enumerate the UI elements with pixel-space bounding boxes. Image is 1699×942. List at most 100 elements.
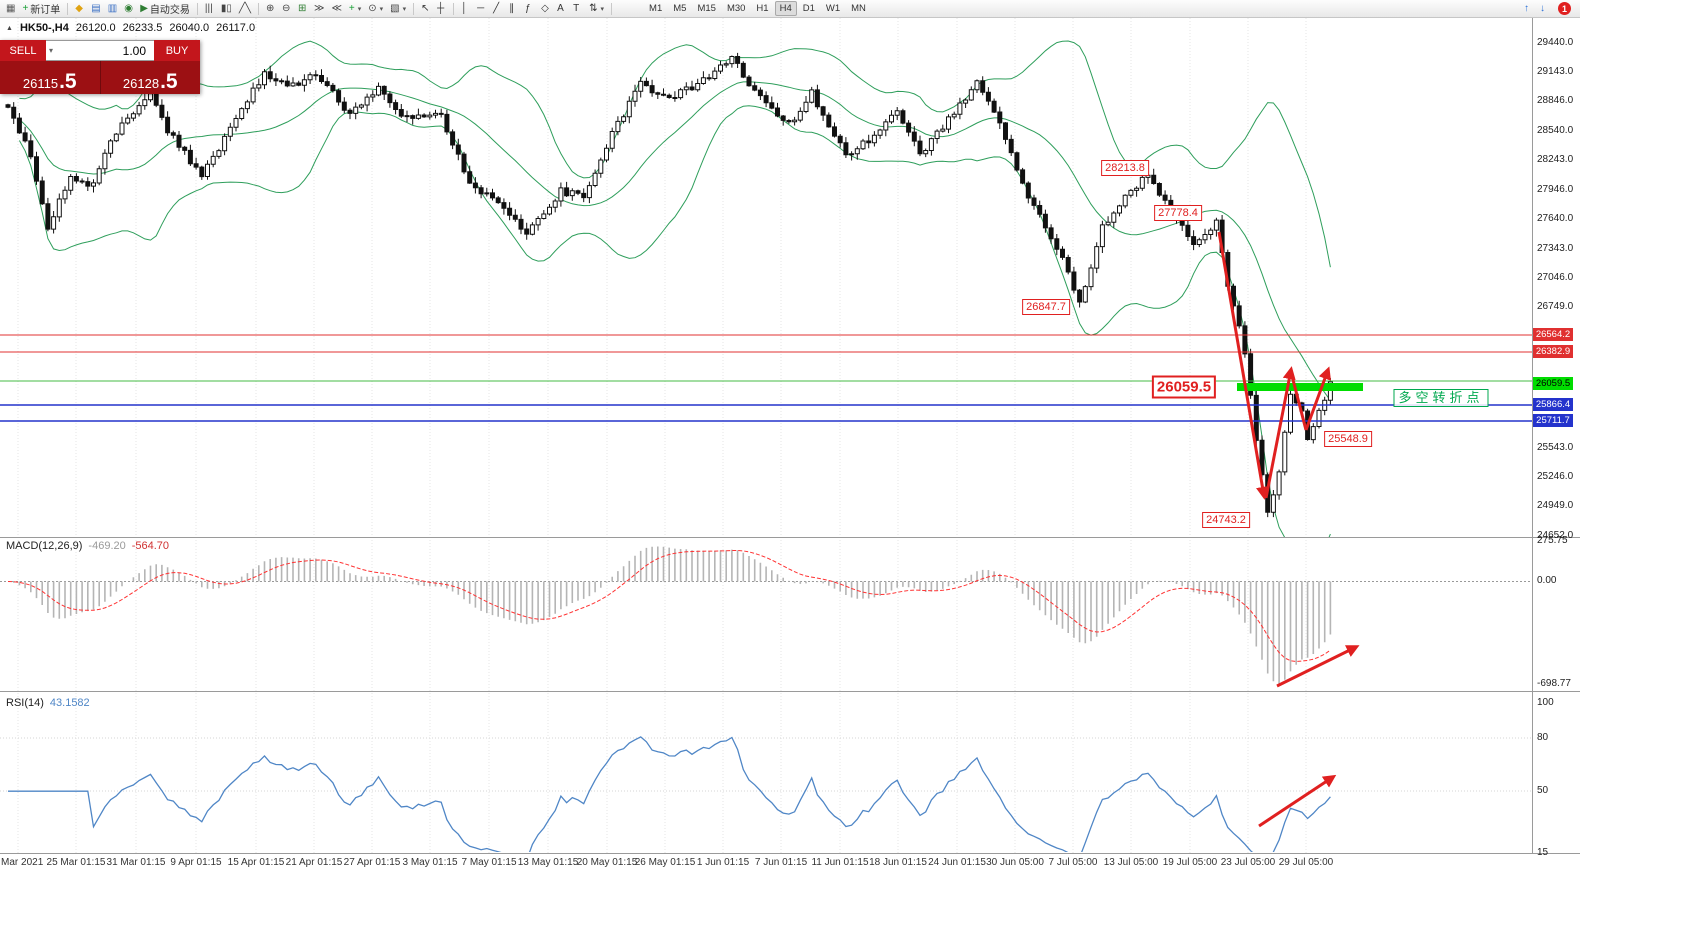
market-watch-icon[interactable]: ▤: [88, 1, 103, 16]
macd-axis-label: 0.00: [1537, 575, 1557, 586]
rsi-header: RSI(14) 43.1582: [6, 697, 90, 709]
trendline-icon[interactable]: ╱: [490, 1, 505, 16]
market-watch-icon: ▤: [91, 2, 101, 14]
auto-scroll-icon[interactable]: ≫: [311, 1, 327, 16]
macd-signal-value: -564.70: [131, 540, 170, 552]
indicators-icon: +: [348, 2, 355, 14]
price-callout: 27778.4: [1154, 205, 1202, 221]
price-axis-label: 26749.0: [1537, 301, 1574, 312]
annotation-note: 多空转折点: [1393, 389, 1489, 407]
sell-price[interactable]: 26115 .5: [0, 61, 101, 94]
timeframe-m1[interactable]: M1: [644, 1, 667, 16]
time-axis-label: 9 Mar 2021: [0, 857, 44, 868]
autotrading-button[interactable]: ▶ 自动交易: [137, 1, 193, 16]
data-window-icon: ▥: [107, 2, 118, 14]
tile-windows-icon[interactable]: ⊞: [295, 1, 310, 16]
buy-price[interactable]: 26128 .5: [100, 61, 200, 94]
time-axis-label: 15 Apr 01:15: [227, 857, 285, 868]
time-axis-label: 18 Jun 01:15: [869, 857, 927, 868]
horizontal-line-icon: ─: [477, 2, 485, 14]
rsi-axis-label: 50: [1537, 785, 1549, 796]
text-label-icon[interactable]: T: [570, 1, 585, 16]
timeframe-m5[interactable]: M5: [668, 1, 691, 16]
time-axis-label: 25 Mar 01:15: [46, 857, 106, 868]
new-order-icon: +: [22, 2, 29, 14]
timeframe-h4[interactable]: H4: [774, 1, 797, 16]
shapes-icon[interactable]: ◇: [538, 1, 553, 16]
chevron-down-icon: ▾: [600, 5, 605, 13]
sell-button[interactable]: SELL: [0, 40, 46, 61]
time-axis-label: 26 May 01:15: [634, 857, 696, 868]
price-callout: 25548.9: [1324, 431, 1372, 447]
zoom-out-icon[interactable]: ⊖: [279, 1, 294, 16]
horizontal-line-icon[interactable]: ─: [474, 1, 489, 16]
time-axis-label: 30 Jun 05:00: [986, 857, 1044, 868]
price-axis-label: 28846.0: [1537, 95, 1574, 106]
candlestick-chart-icon[interactable]: ▮▯: [218, 1, 235, 16]
time-axis-label: 21 Apr 01:15: [285, 857, 343, 868]
arrows-icon[interactable]: ⇅ ▾: [586, 1, 607, 16]
timeframe-d1[interactable]: D1: [798, 1, 820, 16]
timeframe-h1[interactable]: H1: [751, 1, 773, 16]
zoom-in-icon[interactable]: ⊕: [263, 1, 278, 16]
one-click-trading-panel: SELL ▾ BUY 26115 .5 26128 .5: [0, 40, 200, 94]
vertical-line-icon[interactable]: │: [458, 1, 473, 16]
price-axis-label: 25543.0: [1537, 442, 1574, 453]
timeframe-w1[interactable]: W1: [821, 1, 845, 16]
price-axis-label: 27640.0: [1537, 213, 1574, 224]
quote-down-icon[interactable]: ↓: [1537, 1, 1552, 16]
crosshair-icon[interactable]: ┼: [434, 1, 449, 16]
autotrading-icon: ▶: [140, 2, 148, 14]
time-axis-label: 7 May 01:15: [461, 857, 517, 868]
text-icon[interactable]: A: [554, 1, 569, 16]
price-axis-line: [1532, 18, 1533, 853]
price-tag: 26059.5: [1533, 377, 1573, 390]
time-axis-label: 23 Jul 05:00: [1220, 857, 1276, 868]
history-center-icon[interactable]: ◆: [72, 1, 87, 16]
quote-up-icon[interactable]: ↑: [1521, 1, 1536, 16]
new-order-button[interactable]: + 新订单: [19, 1, 63, 16]
volume-dropdown-icon[interactable]: ▾: [49, 46, 54, 55]
buy-price-main: 26128: [122, 75, 160, 91]
price-callout: 24743.2: [1202, 512, 1250, 528]
macd-label: MACD(12,26,9): [6, 540, 83, 552]
time-axis-label: 19 Jul 05:00: [1162, 857, 1218, 868]
chart-window-icon[interactable]: ▦: [3, 1, 18, 16]
navigator-icon: ◉: [124, 2, 133, 14]
rsi-axis-label: 80: [1537, 732, 1549, 743]
timeframe-m30[interactable]: M30: [722, 1, 750, 16]
macd-panel-separator[interactable]: [0, 537, 1580, 538]
price-callout: 26059.5: [1151, 375, 1217, 399]
data-window-icon[interactable]: ▥: [105, 1, 120, 16]
autotrading-button-label: 自动交易: [149, 5, 190, 16]
equidistant-channel-icon: ∥: [509, 2, 515, 14]
line-chart-icon[interactable]: ╱╲: [236, 1, 254, 16]
periods-clock-icon: ⊙: [368, 2, 377, 14]
timeframe-mn[interactable]: MN: [846, 1, 871, 16]
periods-clock-icon[interactable]: ⊙ ▾: [365, 1, 386, 16]
bar-chart-icon[interactable]: |||: [202, 1, 217, 16]
equidistant-channel-icon[interactable]: ∥: [506, 1, 521, 16]
ohlc-low: 26040.0: [169, 22, 210, 34]
vertical-line-icon: │: [461, 2, 468, 14]
templates-icon[interactable]: ▧ ▾: [387, 1, 409, 16]
chart-canvas[interactable]: [0, 0, 1580, 942]
chart-shift-icon[interactable]: ≪: [328, 1, 344, 16]
cursor-icon[interactable]: ↖: [418, 1, 433, 16]
buy-button[interactable]: BUY: [154, 40, 200, 61]
fibonacci-icon[interactable]: ƒ: [522, 1, 537, 16]
toolbar-separator: [257, 2, 259, 15]
chart-area[interactable]: ▲ HK50-,H4 26120.0 26233.5 26040.0 26117…: [0, 18, 1580, 942]
price-axis-label: 28540.0: [1537, 125, 1574, 136]
fibonacci-icon: ƒ: [525, 2, 531, 14]
macd-header: MACD(12,26,9) -469.20 -564.70: [6, 540, 169, 552]
notification-badge[interactable]: 1: [1558, 2, 1571, 15]
navigator-icon[interactable]: ◉: [121, 1, 136, 16]
mt4-window: ▦ + 新订单 ◆ ▤ ▥ ◉ ▶ 自动交易 ||| ▮▯ ╱╲ ⊕ ⊖ ⊞ ≫ ≪ + ▾ ⊙ ▾ ▧ ▾ ↖ ┼ │ ─ ╱ ∥ ƒ ◇…: [0, 0, 1580, 942]
macd-value: -469.20: [88, 540, 126, 552]
timeframe-m15[interactable]: M15: [692, 1, 720, 16]
rsi-panel-separator[interactable]: [0, 691, 1580, 692]
volume-input[interactable]: [56, 42, 154, 59]
indicators-button[interactable]: + ▾: [346, 1, 364, 16]
rsi-axis-label: 100: [1537, 697, 1554, 708]
